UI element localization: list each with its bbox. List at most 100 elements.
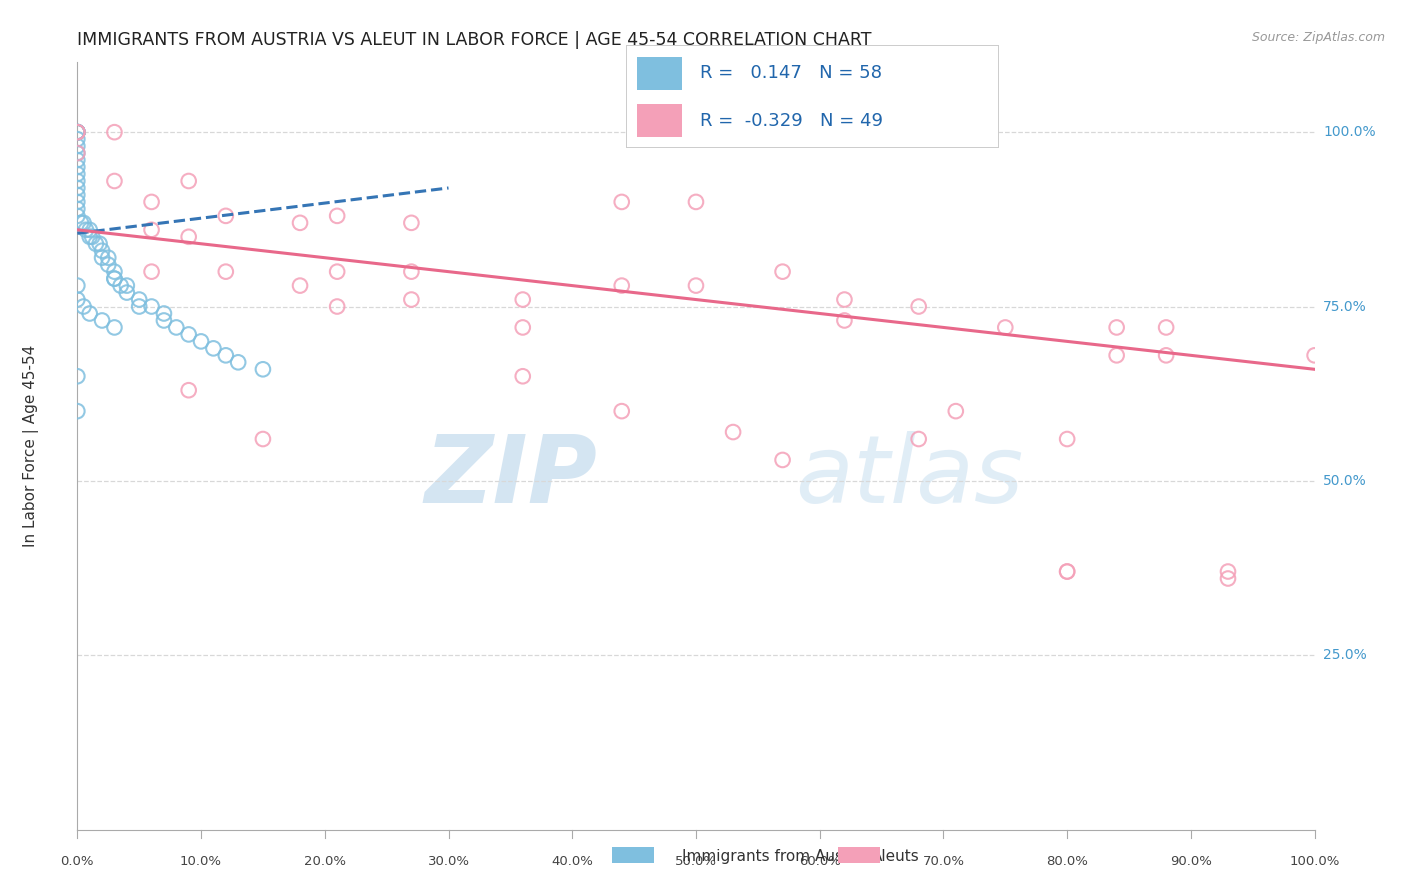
Point — [66, 167, 89, 181]
Text: 40.0%: 40.0% — [551, 855, 593, 868]
Point — [1056, 565, 1078, 579]
Point — [177, 229, 200, 244]
Point — [66, 181, 89, 195]
Point — [153, 313, 176, 327]
Point — [141, 265, 163, 279]
Point — [66, 369, 89, 384]
Text: Immigrants from Austria: Immigrants from Austria — [682, 849, 869, 863]
Point — [66, 146, 89, 161]
Point — [834, 313, 856, 327]
Text: 10.0%: 10.0% — [180, 855, 222, 868]
Point — [177, 327, 200, 342]
Point — [772, 265, 794, 279]
Point — [66, 139, 89, 153]
Point — [177, 174, 200, 188]
Text: 100.0%: 100.0% — [1289, 855, 1340, 868]
Point — [512, 293, 534, 307]
Point — [1303, 348, 1326, 362]
Point — [66, 404, 89, 418]
Point — [215, 265, 238, 279]
Point — [1216, 572, 1239, 586]
Point — [1216, 565, 1239, 579]
Point — [326, 209, 349, 223]
Point — [153, 306, 176, 320]
Point — [79, 229, 101, 244]
Point — [326, 300, 349, 314]
Text: 50.0%: 50.0% — [1323, 474, 1367, 488]
Point — [512, 369, 534, 384]
Point — [288, 278, 311, 293]
Text: R =  -0.329   N = 49: R = -0.329 N = 49 — [700, 112, 883, 129]
Point — [66, 188, 89, 202]
Point — [66, 125, 89, 139]
Point — [907, 432, 929, 446]
Point — [91, 251, 114, 265]
Point — [141, 300, 163, 314]
Point — [994, 320, 1017, 334]
Point — [75, 223, 97, 237]
Point — [215, 209, 238, 223]
Point — [84, 236, 107, 251]
Text: 90.0%: 90.0% — [1170, 855, 1212, 868]
Point — [834, 293, 856, 307]
Point — [610, 278, 633, 293]
Point — [141, 223, 163, 237]
Text: 30.0%: 30.0% — [427, 855, 470, 868]
FancyBboxPatch shape — [637, 57, 682, 90]
Point — [110, 278, 132, 293]
Point — [401, 293, 423, 307]
Point — [288, 216, 311, 230]
Point — [907, 300, 929, 314]
Text: atlas: atlas — [794, 431, 1024, 522]
Point — [72, 300, 94, 314]
Point — [177, 383, 200, 397]
Text: R =   0.147   N = 58: R = 0.147 N = 58 — [700, 64, 882, 82]
Point — [72, 216, 94, 230]
Point — [82, 229, 104, 244]
Point — [66, 125, 89, 139]
Point — [89, 236, 111, 251]
Text: 20.0%: 20.0% — [304, 855, 346, 868]
Text: ZIP: ZIP — [425, 431, 598, 523]
Point — [215, 348, 238, 362]
Point — [128, 293, 150, 307]
Point — [91, 313, 114, 327]
Point — [165, 320, 187, 334]
Point — [91, 244, 114, 258]
Point — [66, 125, 89, 139]
Point — [97, 258, 120, 272]
Text: IMMIGRANTS FROM AUSTRIA VS ALEUT IN LABOR FORCE | AGE 45-54 CORRELATION CHART: IMMIGRANTS FROM AUSTRIA VS ALEUT IN LABO… — [77, 31, 872, 49]
Point — [226, 355, 249, 369]
Point — [79, 223, 101, 237]
Point — [512, 320, 534, 334]
FancyBboxPatch shape — [637, 104, 682, 137]
Text: In Labor Force | Age 45-54: In Labor Force | Age 45-54 — [22, 345, 39, 547]
Point — [1056, 565, 1078, 579]
Text: Source: ZipAtlas.com: Source: ZipAtlas.com — [1251, 31, 1385, 45]
Point — [97, 251, 120, 265]
Text: 25.0%: 25.0% — [1323, 648, 1367, 662]
Point — [66, 125, 89, 139]
Text: Aleuts: Aleuts — [872, 849, 920, 863]
Point — [66, 125, 89, 139]
Point — [721, 425, 744, 439]
Point — [66, 125, 89, 139]
Point — [190, 334, 212, 349]
Point — [66, 202, 89, 216]
Point — [1154, 348, 1177, 362]
Point — [103, 320, 125, 334]
Text: 50.0%: 50.0% — [675, 855, 717, 868]
Point — [66, 194, 89, 209]
Point — [685, 194, 707, 209]
Point — [103, 265, 125, 279]
Point — [103, 174, 125, 188]
Point — [401, 216, 423, 230]
Point — [1105, 348, 1128, 362]
Point — [1154, 320, 1177, 334]
Point — [610, 404, 633, 418]
Point — [103, 125, 125, 139]
Point — [66, 293, 89, 307]
Point — [128, 300, 150, 314]
Point — [66, 153, 89, 167]
Point — [252, 362, 274, 376]
